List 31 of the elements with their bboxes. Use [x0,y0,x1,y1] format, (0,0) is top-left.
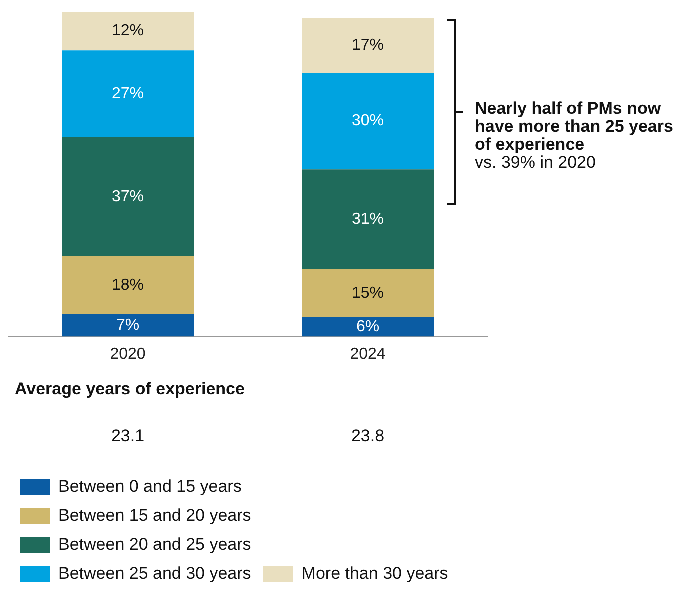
data-label: 18% [112,276,144,294]
data-label: 12% [112,22,144,40]
data-label: 15% [352,284,384,302]
data-label: 6% [356,318,380,336]
legend-label: Between 15 and 20 years [58,506,252,526]
x-tick-label: 2020 [110,346,146,363]
bar [302,73,434,170]
annotation: vs. 39% in 2020 [475,153,597,172]
data-label: 27% [112,85,144,102]
bar [62,137,194,256]
text: 23.8 [351,426,385,446]
text: 23.1 [111,426,145,446]
bar [62,256,194,314]
data-label: 17% [352,37,384,54]
x-tick-label: 2024 [350,346,386,363]
bar [62,12,194,51]
bar [302,18,434,74]
bar [302,318,434,337]
legend-label: Between 0 and 15 years [58,477,242,496]
text: Average years of experience [15,380,245,399]
bar [302,170,434,270]
legend-label: More than 30 years [302,564,448,584]
legend-label: Between 25 and 30 years [58,564,252,584]
bar [62,314,194,337]
bar [302,269,434,318]
data-label: 7% [116,316,140,334]
data-label: 37% [112,188,144,206]
data-label: 31% [352,210,384,228]
data-label: 30% [352,112,384,130]
bar [62,50,194,138]
legend-label: Between 20 and 25 years [58,535,252,554]
